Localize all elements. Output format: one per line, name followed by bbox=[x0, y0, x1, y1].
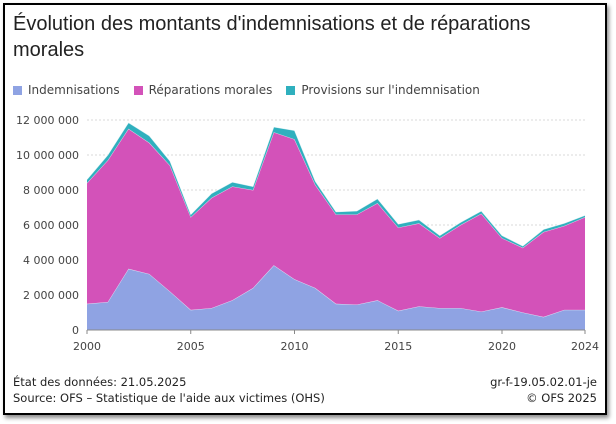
y-tick-label: 8 000 000 bbox=[23, 184, 79, 197]
footer-code: gr-f-19.05.02.01-je bbox=[490, 375, 597, 389]
legend-label-reparations-morales: Réparations morales bbox=[148, 83, 273, 97]
y-tick-label: 10 000 000 bbox=[16, 149, 79, 162]
x-tick-label: 2020 bbox=[488, 340, 516, 353]
y-tick-label: 6 000 000 bbox=[23, 219, 79, 232]
legend-swatch-indemnisations bbox=[13, 85, 22, 95]
legend-item-provisions[interactable]: Provisions sur l'indemnisation bbox=[286, 83, 480, 97]
legend-label-indemnisations: Indemnisations bbox=[28, 83, 120, 97]
x-tick-label: 2010 bbox=[281, 340, 309, 353]
x-tick-label: 2024 bbox=[571, 340, 599, 353]
x-tick-label: 2005 bbox=[177, 340, 205, 353]
legend-item-reparations-morales[interactable]: Réparations morales bbox=[133, 83, 273, 97]
legend-swatch-provisions bbox=[286, 85, 296, 95]
legend-label-provisions: Provisions sur l'indemnisation bbox=[301, 83, 480, 97]
area-0 bbox=[87, 265, 585, 330]
footer-source: Source: OFS – Statistique de l'aide aux … bbox=[13, 391, 325, 405]
area-1 bbox=[87, 128, 585, 317]
chart-title: Évolution des montants d'indemnisations … bbox=[13, 13, 531, 61]
y-tick-label: 4 000 000 bbox=[23, 254, 79, 267]
y-tick-label: 2 000 000 bbox=[23, 289, 79, 302]
area-edge-2 bbox=[86, 122, 586, 247]
legend: Indemnisations Réparations morales Provi… bbox=[13, 83, 480, 97]
chart-frame: Évolution des montants d'indemnisations … bbox=[3, 3, 607, 415]
x-tick-label: 2015 bbox=[384, 340, 412, 353]
area-chart: 0 2 000 000 4 000 000 6 000 000 8 000 000 10 … bbox=[16, 114, 599, 353]
legend-item-indemnisations[interactable]: Indemnisations bbox=[13, 83, 120, 97]
footer-date: État des données: 21.05.2025 bbox=[13, 375, 187, 389]
legend-swatch-reparations-morales bbox=[133, 85, 143, 95]
y-tick-label: 12 000 000 bbox=[16, 114, 79, 127]
y-tick-label: 0 bbox=[72, 324, 79, 337]
x-tick-label: 2000 bbox=[73, 340, 101, 353]
footer-copyright: © OFS 2025 bbox=[526, 391, 597, 405]
